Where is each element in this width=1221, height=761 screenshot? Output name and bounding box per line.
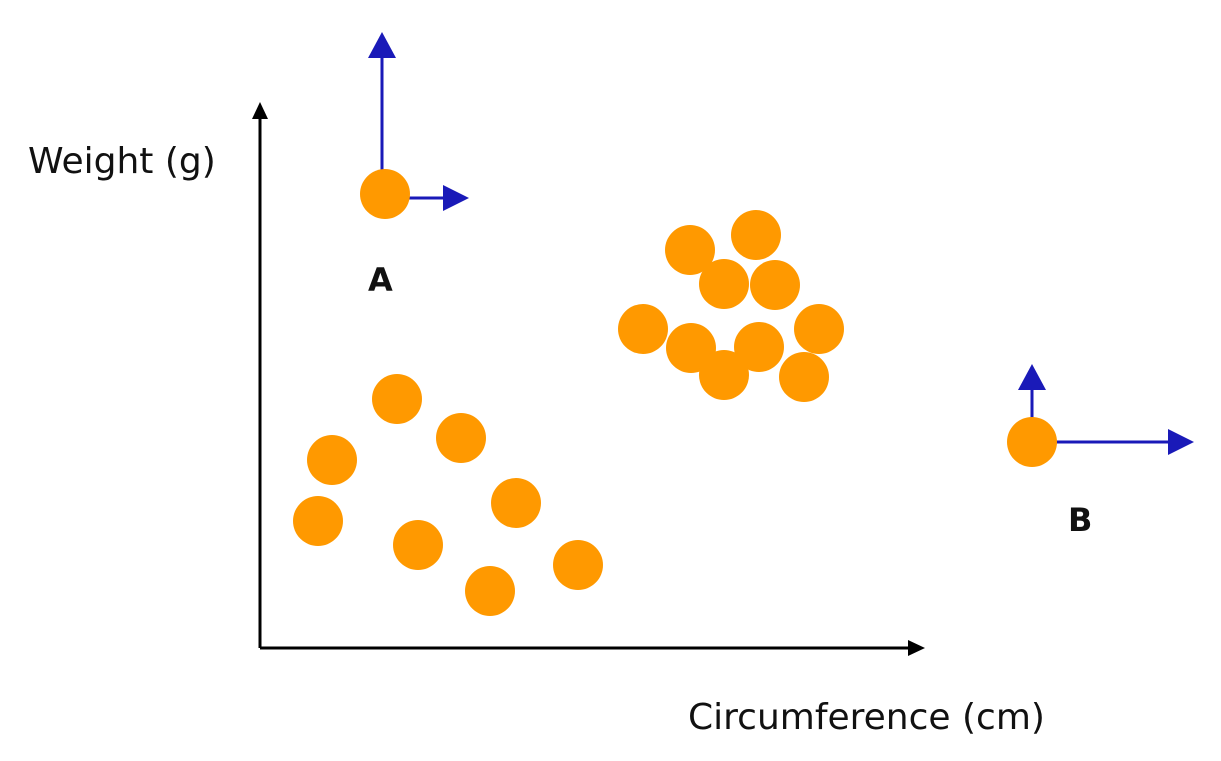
data-point — [699, 259, 749, 309]
data-point — [393, 520, 443, 570]
data-point — [731, 210, 781, 260]
data-point — [372, 374, 422, 424]
point-b-vertical-arrowhead — [1018, 364, 1046, 390]
point-a-label: A — [368, 261, 393, 299]
cluster-upper-right — [618, 210, 844, 402]
data-point — [436, 413, 486, 463]
point-a-vertical-arrowhead — [368, 32, 396, 58]
data-point — [307, 435, 357, 485]
axes — [252, 102, 925, 656]
point-b-label: B — [1068, 501, 1092, 539]
x-axis-arrowhead — [908, 640, 925, 656]
data-point — [665, 225, 715, 275]
x-axis-label: Circumference (cm) — [688, 697, 1045, 738]
data-point — [699, 350, 749, 400]
data-point — [553, 540, 603, 590]
y-axis-arrowhead — [252, 102, 268, 119]
data-point — [666, 323, 716, 373]
data-point — [750, 260, 800, 310]
data-point — [293, 496, 343, 546]
data-point — [779, 352, 829, 402]
cluster-lower-left — [293, 374, 603, 616]
point-a — [360, 169, 410, 219]
data-point — [465, 566, 515, 616]
point-b-horizontal-arrowhead — [1168, 429, 1194, 455]
y-axis-label: Weight (g) — [28, 141, 216, 182]
point-a-horizontal-arrowhead — [443, 185, 469, 211]
data-point — [491, 478, 541, 528]
data-point — [794, 304, 844, 354]
data-point — [734, 322, 784, 372]
point-a-group: A — [360, 32, 469, 299]
point-b — [1007, 417, 1057, 467]
data-point — [618, 304, 668, 354]
point-b-group: B — [1007, 364, 1194, 539]
